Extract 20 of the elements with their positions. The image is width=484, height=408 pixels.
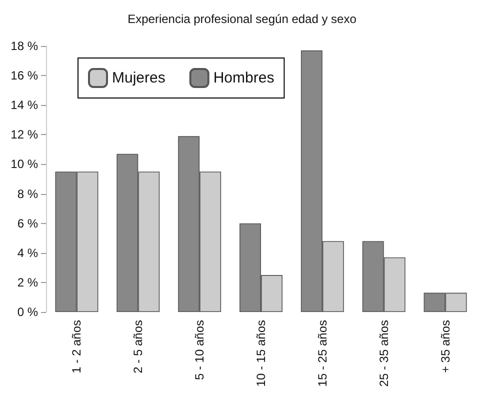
y-tick-label: 16 %: [10, 68, 38, 83]
y-tick-label: 12 %: [10, 128, 38, 142]
legend-label: Hombres: [213, 70, 274, 86]
x-tick-label: 5 - 10 años: [192, 320, 207, 380]
x-tick-label: + 35 años: [438, 320, 452, 374]
x-tick-label: 1 - 2 años: [70, 320, 84, 374]
y-tick-label: 2 %: [17, 275, 38, 290]
y-tick-label: 0 %: [17, 305, 38, 319]
x-tick-label: 2 - 5 años: [131, 320, 146, 374]
x-tick-label: 10 - 15 años: [254, 320, 268, 387]
x-tick-label: 15 - 25 años: [315, 320, 330, 387]
legend-label: Mujeres: [112, 70, 166, 86]
y-tick-label: 6 %: [17, 216, 38, 230]
y-tick-label: 18 %: [10, 39, 38, 53]
y-tick-label: 10 %: [10, 157, 38, 172]
x-tick-label: 25 - 35 años: [376, 320, 391, 387]
y-tick-label: 14 %: [10, 98, 38, 112]
chart-title: Experiencia profesional según edad y sexo: [128, 12, 357, 26]
y-tick-label: 4 %: [17, 246, 38, 260]
y-tick-label: 8 %: [17, 186, 38, 201]
